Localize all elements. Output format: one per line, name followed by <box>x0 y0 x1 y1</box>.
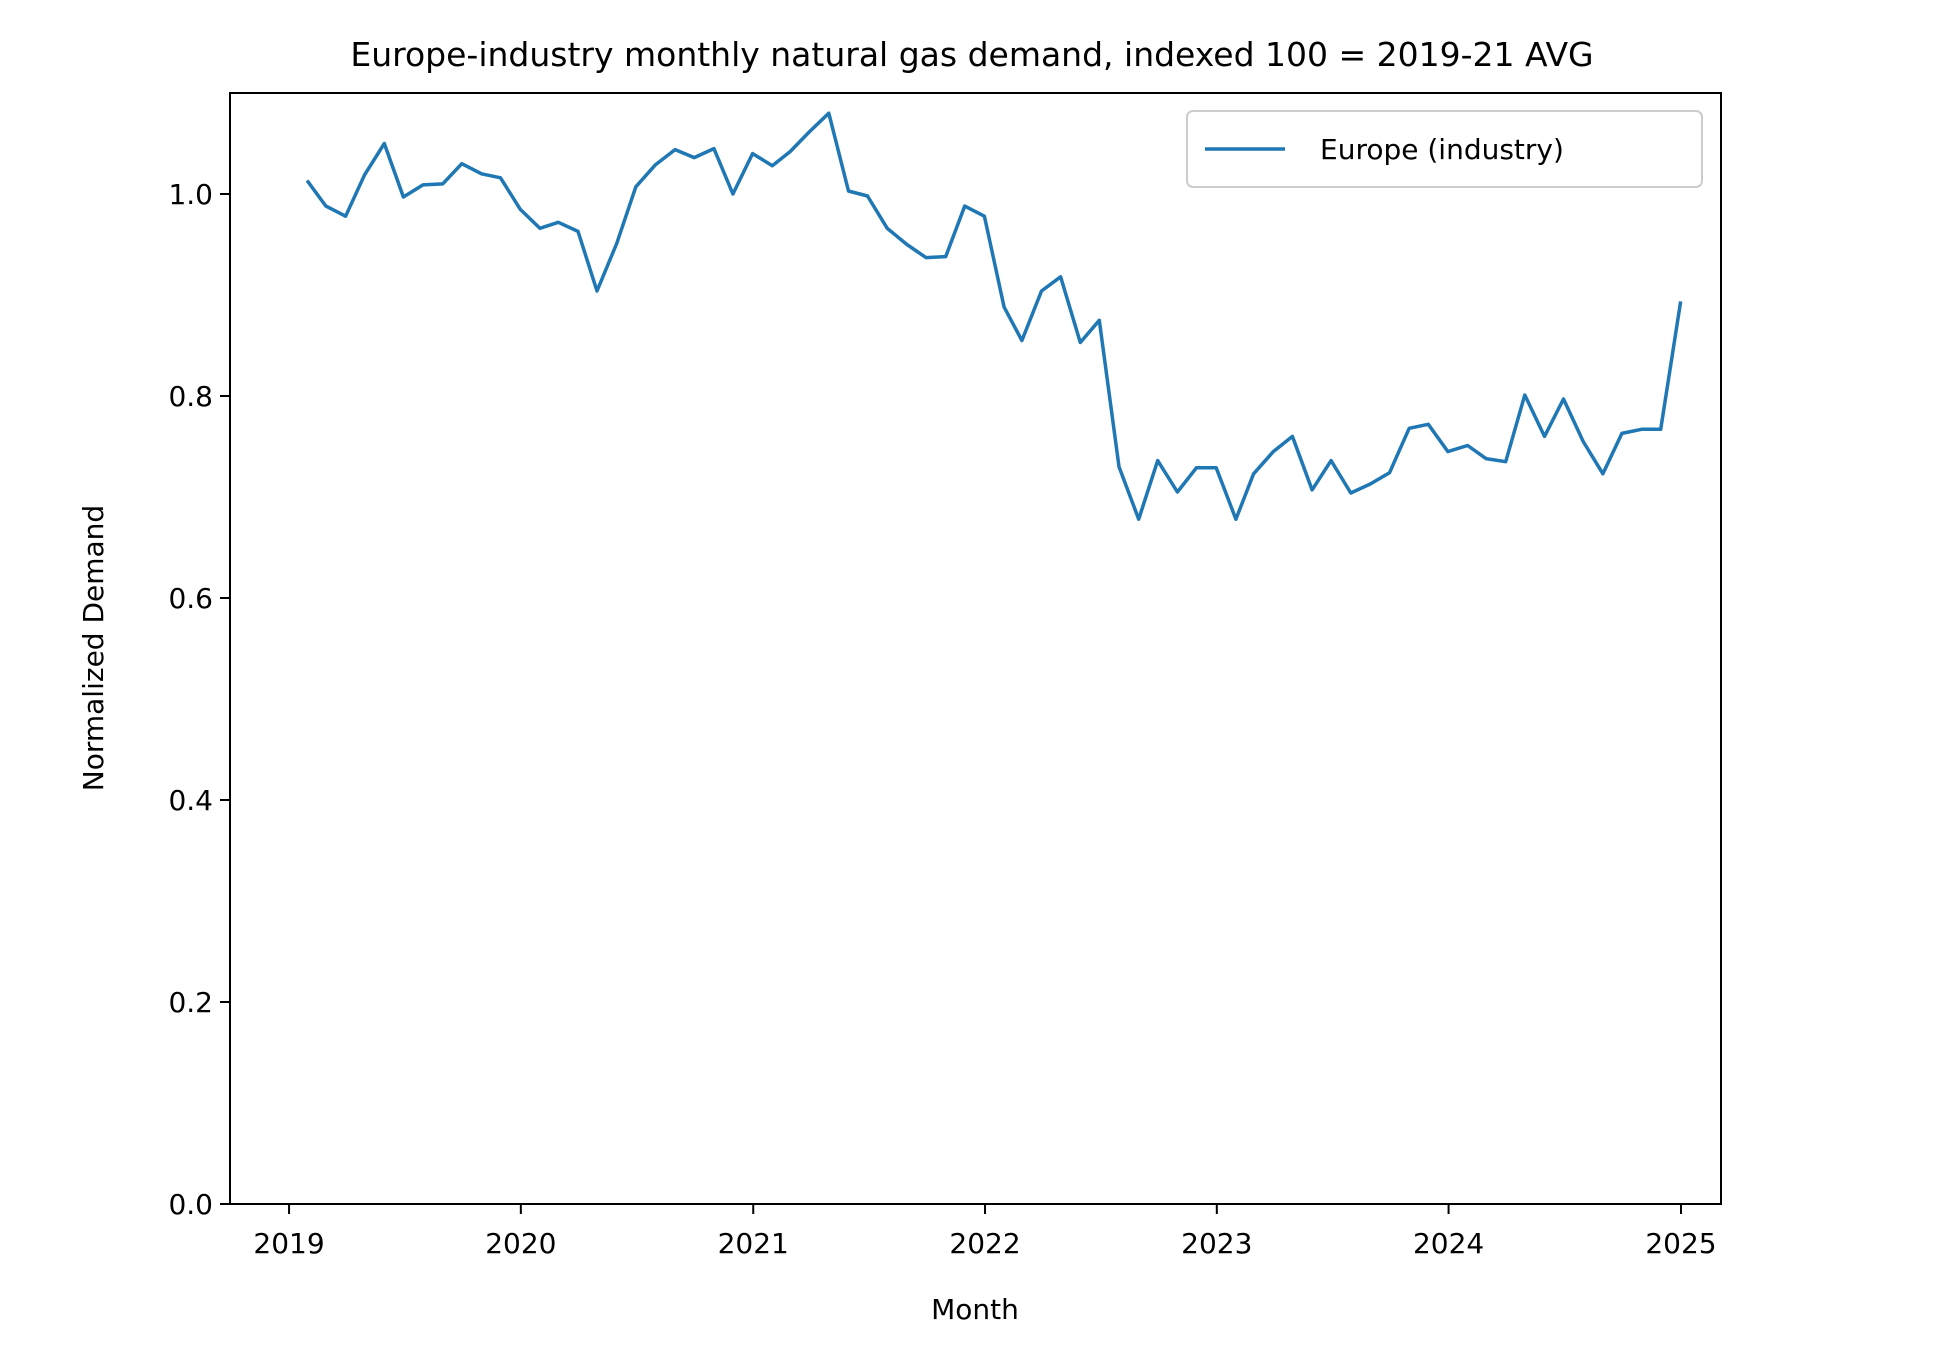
data-point-2019-06 <box>401 195 405 199</box>
data-point-2022-11 <box>1194 466 1198 470</box>
data-point-2023-06 <box>1329 458 1333 462</box>
y-axis: 0.0 0.2 0.4 0.6 0.8 1.0 <box>168 178 230 1221</box>
data-point-2021-02 <box>788 149 792 153</box>
data-point-2024-09 <box>1620 431 1624 435</box>
data-point-2022-05 <box>1078 340 1082 344</box>
data-point-2024-08 <box>1601 472 1605 476</box>
data-point-2020-09 <box>692 155 696 159</box>
y-axis-label: Normalized Demand <box>77 505 110 791</box>
data-point-2021-03 <box>808 129 812 133</box>
data-point-2019-03 <box>343 214 347 218</box>
data-point-2021-09 <box>924 255 928 259</box>
x-tick-label-2021: 2021 <box>718 1227 789 1260</box>
data-point-2022-03 <box>1039 289 1043 293</box>
data-point-2020-11 <box>731 192 735 196</box>
data-point-2022-06 <box>1097 318 1101 322</box>
data-point-2021-04 <box>827 111 831 115</box>
data-point-2020-12 <box>750 151 754 155</box>
data-point-2024-02 <box>1484 456 1488 460</box>
x-axis: 2019 2020 2021 2022 2023 2024 2025 <box>253 1204 1717 1260</box>
data-point-2019-02 <box>324 204 328 208</box>
data-point-2021-07 <box>885 226 889 230</box>
data-point-2022-10 <box>1175 490 1179 494</box>
data-point-2019-12 <box>518 207 522 211</box>
data-point-2021-01 <box>770 164 774 168</box>
series-line-europe-industry <box>305 111 1683 521</box>
data-point-2022-08 <box>1137 517 1141 521</box>
data-point-2020-03 <box>576 229 580 233</box>
y-tick-label-1.0: 1.0 <box>168 178 213 211</box>
data-point-2023-12 <box>1446 449 1450 453</box>
data-point-2021-08 <box>905 242 909 246</box>
data-point-2021-06 <box>865 194 869 198</box>
data-point-2022-07 <box>1117 465 1121 469</box>
data-point-2020-08 <box>673 147 677 151</box>
data-point-2019-07 <box>421 183 425 187</box>
data-point-2022-02 <box>1020 338 1024 342</box>
data-point-2023-10 <box>1407 426 1411 430</box>
data-point-2023-05 <box>1310 488 1314 492</box>
y-tick-label-0.8: 0.8 <box>168 380 213 413</box>
y-tick-label-0.6: 0.6 <box>168 582 213 615</box>
data-point-2022-04 <box>1058 275 1062 279</box>
data-point-2021-10 <box>944 254 948 258</box>
data-point-2020-02 <box>556 220 560 224</box>
data-point-2021-12 <box>982 214 986 218</box>
y-tick-label-0.0: 0.0 <box>168 1188 213 1221</box>
data-point-2024-07 <box>1581 439 1585 443</box>
data-point-2021-05 <box>846 189 850 193</box>
x-tick-label-2020: 2020 <box>485 1227 556 1260</box>
data-point-2023-01 <box>1234 517 1238 521</box>
data-point-2022-09 <box>1156 458 1160 462</box>
data-point-2020-10 <box>712 146 716 150</box>
data-point-2023-11 <box>1426 422 1430 426</box>
data-point-2024-06 <box>1561 397 1565 401</box>
x-tick-label-2019: 2019 <box>253 1227 324 1260</box>
data-point-2024-01 <box>1465 443 1469 447</box>
data-point-2024-10 <box>1639 427 1643 431</box>
data-point-2024-11 <box>1659 427 1663 431</box>
data-point-2019-09 <box>460 162 464 166</box>
legend-box <box>1186 110 1703 188</box>
data-point-2019-05 <box>382 141 386 145</box>
x-tick-label-2024: 2024 <box>1413 1227 1484 1260</box>
data-point-2020-06 <box>634 185 638 189</box>
data-point-2020-07 <box>653 163 657 167</box>
data-point-2019-04 <box>362 173 366 177</box>
data-point-2020-05 <box>615 241 619 245</box>
data-point-2024-12 <box>1678 301 1682 305</box>
x-tick-label-2025: 2025 <box>1645 1227 1716 1260</box>
data-point-2020-04 <box>595 289 599 293</box>
y-tick-label-0.2: 0.2 <box>168 986 213 1019</box>
legend: Europe (industry) <box>1186 110 1703 188</box>
data-point-2022-01 <box>1002 305 1006 309</box>
data-point-2024-04 <box>1523 393 1527 397</box>
data-point-2019-10 <box>479 172 483 176</box>
data-point-2019-08 <box>441 182 445 186</box>
data-point-2023-04 <box>1290 434 1294 438</box>
data-point-2019-11 <box>498 176 502 180</box>
data-point-2023-07 <box>1349 491 1353 495</box>
data-point-2023-02 <box>1251 472 1255 476</box>
data-point-2023-09 <box>1387 471 1391 475</box>
data-point-2019-01 <box>306 180 310 184</box>
x-tick-label-2022: 2022 <box>949 1227 1020 1260</box>
legend-label: Europe (industry) <box>1320 133 1564 166</box>
data-point-2024-03 <box>1504 460 1508 464</box>
y-tick-label-0.4: 0.4 <box>168 784 213 817</box>
plot-area <box>229 92 1722 1205</box>
data-point-2023-03 <box>1271 449 1275 453</box>
chart-title: Europe-industry monthly natural gas dema… <box>350 35 1593 74</box>
x-axis-label: Month <box>931 1293 1019 1326</box>
x-tick-label-2023: 2023 <box>1181 1227 1252 1260</box>
data-point-2020-01 <box>538 226 542 230</box>
data-point-2022-12 <box>1214 466 1218 470</box>
data-point-2023-08 <box>1368 482 1372 486</box>
data-point-2021-11 <box>963 204 967 208</box>
data-point-2024-05 <box>1542 434 1546 438</box>
